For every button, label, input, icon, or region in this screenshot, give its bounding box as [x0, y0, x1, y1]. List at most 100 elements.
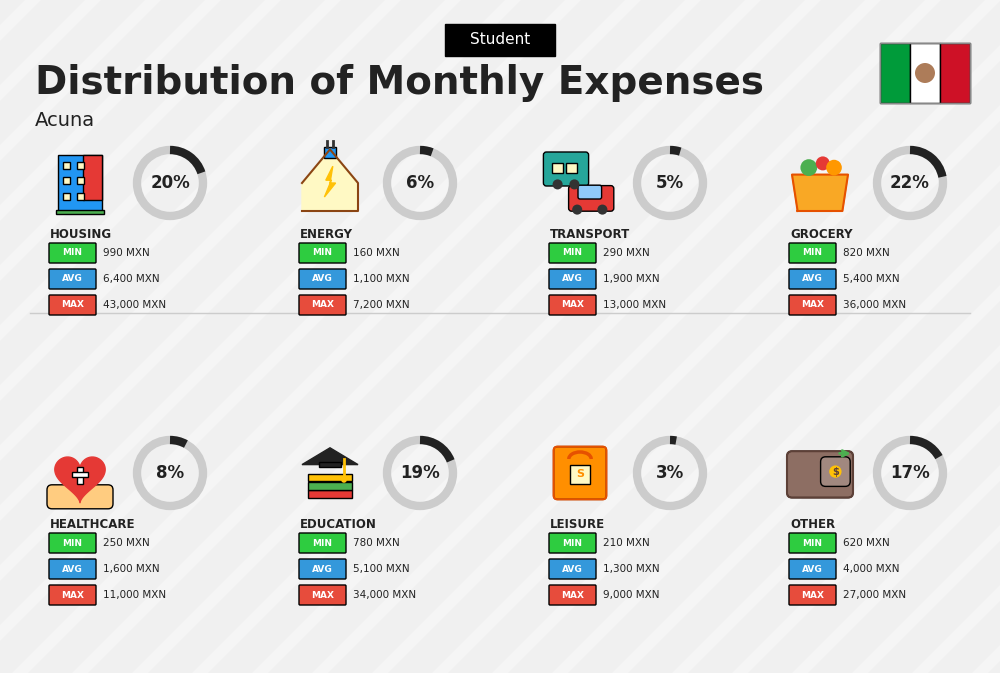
- Text: 1,300 MXN: 1,300 MXN: [603, 564, 660, 574]
- FancyBboxPatch shape: [821, 457, 850, 487]
- Circle shape: [597, 205, 607, 215]
- Text: 22%: 22%: [890, 174, 930, 192]
- Text: MIN: MIN: [802, 248, 822, 258]
- Text: 620 MXN: 620 MXN: [843, 538, 890, 548]
- FancyBboxPatch shape: [72, 472, 88, 477]
- FancyBboxPatch shape: [789, 243, 836, 263]
- FancyBboxPatch shape: [549, 533, 596, 553]
- Text: HOUSING: HOUSING: [50, 229, 112, 242]
- Text: AVG: AVG: [312, 275, 333, 283]
- Text: 160 MXN: 160 MXN: [353, 248, 400, 258]
- Text: MAX: MAX: [61, 301, 84, 310]
- Text: 1,100 MXN: 1,100 MXN: [353, 274, 410, 284]
- FancyBboxPatch shape: [787, 451, 853, 497]
- Text: 3%: 3%: [656, 464, 684, 482]
- Text: AVG: AVG: [802, 565, 823, 573]
- FancyBboxPatch shape: [549, 243, 596, 263]
- Text: TRANSPORT: TRANSPORT: [550, 229, 630, 242]
- Text: 36,000 MXN: 36,000 MXN: [843, 300, 906, 310]
- FancyBboxPatch shape: [308, 482, 352, 490]
- Polygon shape: [55, 457, 105, 503]
- Text: 9,000 MXN: 9,000 MXN: [603, 590, 660, 600]
- FancyBboxPatch shape: [570, 464, 590, 484]
- Text: 27,000 MXN: 27,000 MXN: [843, 590, 906, 600]
- FancyBboxPatch shape: [308, 491, 352, 498]
- Text: 6,400 MXN: 6,400 MXN: [103, 274, 160, 284]
- Text: 210 MXN: 210 MXN: [603, 538, 650, 548]
- Text: Student: Student: [470, 32, 530, 48]
- FancyBboxPatch shape: [299, 269, 346, 289]
- Text: MAX: MAX: [61, 590, 84, 600]
- Text: 5,100 MXN: 5,100 MXN: [353, 564, 410, 574]
- Text: 7,200 MXN: 7,200 MXN: [353, 300, 410, 310]
- FancyBboxPatch shape: [49, 559, 96, 579]
- FancyBboxPatch shape: [789, 559, 836, 579]
- Text: EDUCATION: EDUCATION: [300, 518, 377, 532]
- Text: 250 MXN: 250 MXN: [103, 538, 150, 548]
- FancyBboxPatch shape: [77, 192, 84, 200]
- Text: MAX: MAX: [801, 590, 824, 600]
- FancyBboxPatch shape: [543, 152, 589, 186]
- Text: 4,000 MXN: 4,000 MXN: [843, 564, 900, 574]
- Text: AVG: AVG: [62, 565, 83, 573]
- Text: MIN: MIN: [802, 538, 822, 548]
- Text: AVG: AVG: [562, 565, 583, 573]
- FancyBboxPatch shape: [77, 178, 84, 184]
- Text: 19%: 19%: [400, 464, 440, 482]
- Polygon shape: [302, 149, 358, 211]
- Text: MAX: MAX: [801, 301, 824, 310]
- Circle shape: [569, 180, 579, 189]
- Text: MIN: MIN: [312, 248, 332, 258]
- FancyBboxPatch shape: [554, 447, 606, 499]
- Text: MIN: MIN: [62, 248, 82, 258]
- Circle shape: [826, 160, 842, 176]
- FancyBboxPatch shape: [77, 162, 84, 169]
- Text: MIN: MIN: [562, 538, 582, 548]
- FancyBboxPatch shape: [63, 178, 70, 184]
- Text: AVG: AVG: [562, 275, 583, 283]
- Circle shape: [341, 477, 347, 483]
- Text: Distribution of Monthly Expenses: Distribution of Monthly Expenses: [35, 64, 764, 102]
- FancyBboxPatch shape: [552, 164, 563, 173]
- Circle shape: [800, 160, 817, 176]
- FancyBboxPatch shape: [578, 185, 602, 199]
- Circle shape: [553, 180, 563, 189]
- FancyBboxPatch shape: [77, 468, 83, 484]
- FancyBboxPatch shape: [58, 155, 102, 211]
- FancyBboxPatch shape: [299, 243, 346, 263]
- FancyBboxPatch shape: [83, 155, 102, 200]
- Text: S: S: [576, 469, 584, 479]
- Polygon shape: [324, 166, 336, 197]
- FancyBboxPatch shape: [56, 209, 104, 214]
- Text: 43,000 MXN: 43,000 MXN: [103, 300, 166, 310]
- Text: 6%: 6%: [406, 174, 434, 192]
- FancyBboxPatch shape: [940, 43, 970, 103]
- FancyBboxPatch shape: [299, 295, 346, 315]
- FancyBboxPatch shape: [63, 192, 70, 200]
- Text: HEALTHCARE: HEALTHCARE: [50, 518, 136, 532]
- FancyBboxPatch shape: [445, 24, 555, 56]
- Text: 1,600 MXN: 1,600 MXN: [103, 564, 160, 574]
- Text: MIN: MIN: [312, 538, 332, 548]
- FancyBboxPatch shape: [569, 186, 614, 211]
- Text: 20%: 20%: [150, 174, 190, 192]
- Text: AVG: AVG: [62, 275, 83, 283]
- Text: 990 MXN: 990 MXN: [103, 248, 150, 258]
- Text: 13,000 MXN: 13,000 MXN: [603, 300, 666, 310]
- Polygon shape: [792, 174, 848, 211]
- Text: MIN: MIN: [62, 538, 82, 548]
- Text: MAX: MAX: [561, 590, 584, 600]
- Text: 11,000 MXN: 11,000 MXN: [103, 590, 166, 600]
- Text: MAX: MAX: [561, 301, 584, 310]
- Text: 820 MXN: 820 MXN: [843, 248, 890, 258]
- Text: 1,900 MXN: 1,900 MXN: [603, 274, 660, 284]
- Text: 5%: 5%: [656, 174, 684, 192]
- Text: AVG: AVG: [312, 565, 333, 573]
- Text: AVG: AVG: [802, 275, 823, 283]
- FancyBboxPatch shape: [299, 585, 346, 605]
- FancyBboxPatch shape: [789, 269, 836, 289]
- FancyBboxPatch shape: [549, 295, 596, 315]
- Text: ENERGY: ENERGY: [300, 229, 353, 242]
- Text: 290 MXN: 290 MXN: [603, 248, 650, 258]
- Text: LEISURE: LEISURE: [550, 518, 605, 532]
